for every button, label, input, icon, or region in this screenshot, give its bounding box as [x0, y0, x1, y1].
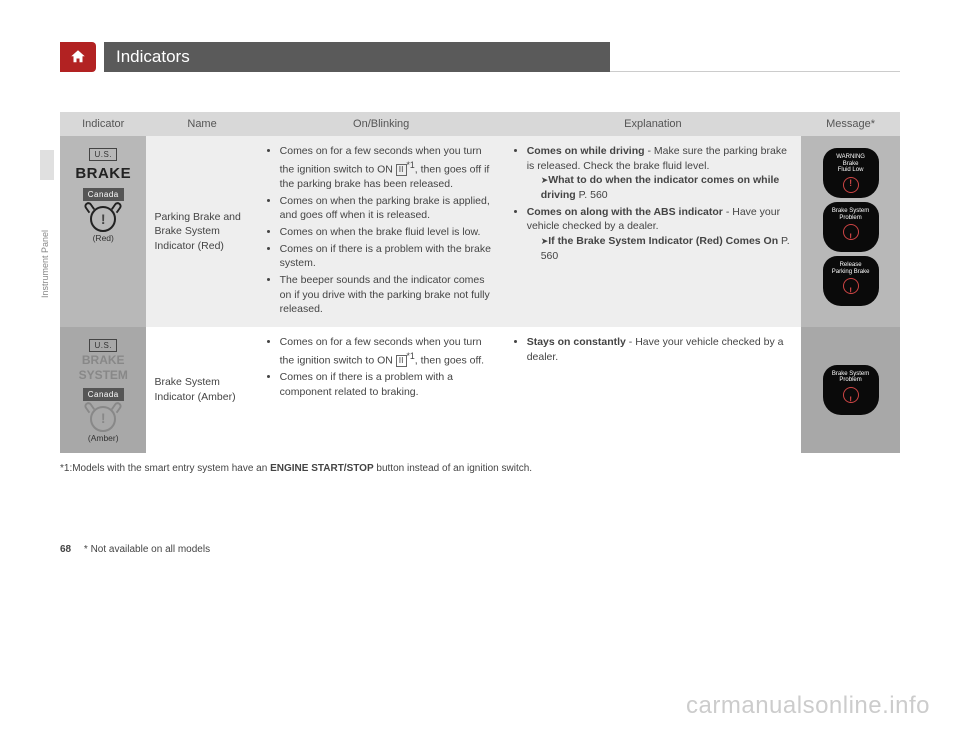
indicators-table: Indicator Name On/Blinking Explanation M… — [60, 112, 900, 453]
page-content: Instrument Panel Indicators Indicator Na… — [60, 0, 900, 555]
bullet: Comes on if there is a problem with the … — [280, 242, 497, 271]
page-number: 68 — [60, 544, 71, 555]
region-tag-canada: Canada — [83, 188, 124, 201]
bullet: The beeper sounds and the indicator come… — [280, 273, 497, 317]
page-title: Indicators — [104, 42, 610, 72]
color-label: (Amber) — [68, 433, 138, 445]
explanation-cell: Comes on while driving - Make sure the p… — [505, 136, 801, 327]
bullet: Comes on while driving - Make sure the p… — [527, 144, 793, 203]
cross-ref: What to do when the indicator comes on w… — [527, 173, 793, 202]
onblinking-cell: Comes on for a few seconds when you turn… — [258, 136, 505, 327]
bullet: Comes on for a few seconds when you turn… — [280, 335, 497, 368]
col-explanation: Explanation — [505, 112, 801, 136]
indicator-cell: U.S. BRAKE SYSTEM Canada ! (Amber) — [60, 327, 146, 453]
table-row: U.S. BRAKE SYSTEM Canada ! (Amber) Brake… — [60, 327, 900, 453]
message-cell: Brake SystemProblem! — [801, 327, 900, 453]
footer-note: * Not available on all models — [84, 544, 210, 555]
footer-row: 68 * Not available on all models — [60, 544, 900, 555]
side-section-label: Instrument Panel — [40, 230, 50, 298]
color-label: (Red) — [68, 233, 138, 245]
side-tab-block — [40, 150, 54, 180]
message-blob: Brake SystemProblem! — [823, 365, 879, 415]
watermark: carmanualsonline.info — [686, 692, 930, 720]
brake-circle-icon: ! — [90, 406, 116, 432]
onblinking-cell: Comes on for a few seconds when you turn… — [258, 327, 505, 453]
cross-ref: If the Brake System Indicator (Red) Come… — [527, 234, 793, 263]
name-cell: Parking Brake and Brake System Indicator… — [146, 136, 257, 327]
col-message: Message* — [801, 112, 900, 136]
message-cell: WARNINGBrakeFluid Low! Brake SystemProbl… — [801, 136, 900, 327]
bullet: Comes on when the brake fluid level is l… — [280, 225, 497, 240]
home-button[interactable] — [60, 42, 96, 72]
bullet: Comes on when the parking brake is appli… — [280, 194, 497, 223]
indicator-cell: U.S. BRAKE Canada ! (Red) — [60, 136, 146, 327]
brake-word: BRAKE — [82, 353, 125, 367]
brake-system-word: SYSTEM — [79, 368, 128, 382]
table-row: U.S. BRAKE Canada ! (Red) Parking Brake … — [60, 136, 900, 327]
brake-word: BRAKE — [75, 165, 131, 182]
message-blob: ReleaseParking Brake! — [823, 256, 879, 306]
table-header-row: Indicator Name On/Blinking Explanation M… — [60, 112, 900, 136]
explanation-cell: Stays on constantly - Have your vehicle … — [505, 327, 801, 453]
name-cell: Brake System Indicator (Amber) — [146, 327, 257, 453]
header-spacer — [610, 42, 900, 72]
col-name: Name — [146, 112, 257, 136]
message-blob: WARNINGBrakeFluid Low! — [823, 148, 879, 198]
col-indicator: Indicator — [60, 112, 146, 136]
col-onblinking: On/Blinking — [258, 112, 505, 136]
bullet: Comes on along with the ABS indicator - … — [527, 205, 793, 264]
footnote: *1:Models with the smart entry system ha… — [60, 463, 900, 474]
bullet: Comes on for a few seconds when you turn… — [280, 144, 497, 192]
header-bar: Indicators — [60, 42, 900, 72]
brake-circle-icon: ! — [90, 206, 116, 232]
bullet: Comes on if there is a problem with a co… — [280, 370, 497, 399]
region-tag-us: U.S. — [89, 148, 117, 161]
message-blob: Brake SystemProblem! — [823, 202, 879, 252]
region-tag-canada: Canada — [83, 388, 124, 401]
home-icon — [69, 48, 87, 66]
region-tag-us: U.S. — [89, 339, 117, 352]
bullet: Stays on constantly - Have your vehicle … — [527, 335, 793, 364]
